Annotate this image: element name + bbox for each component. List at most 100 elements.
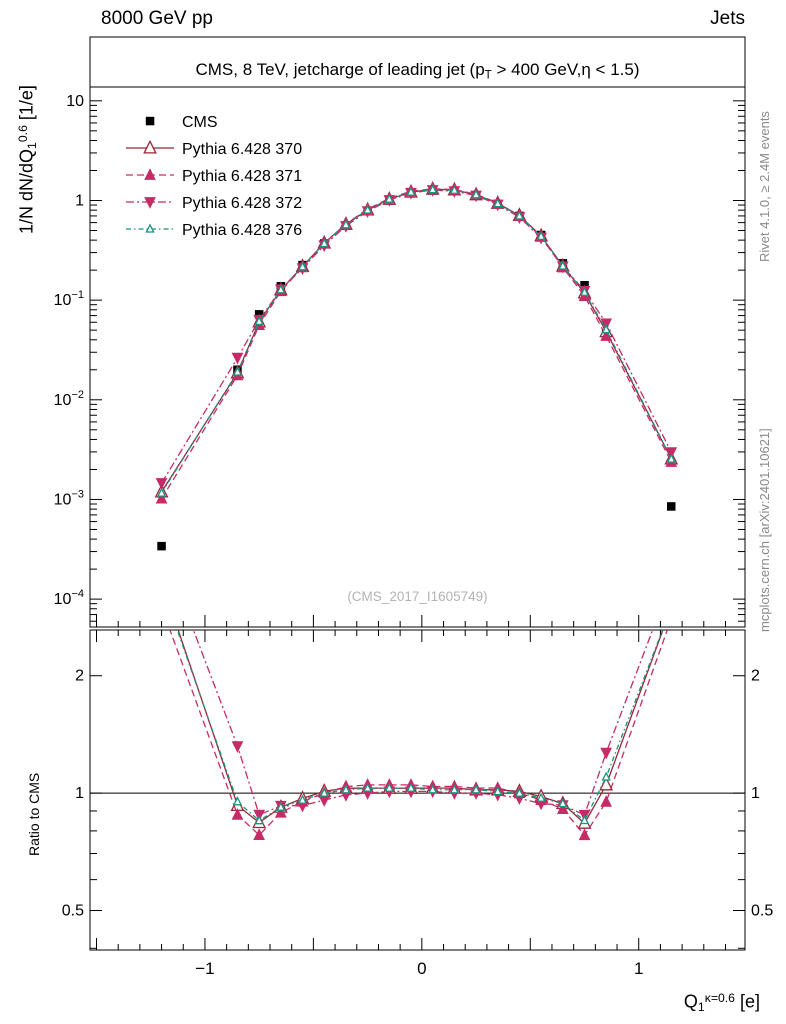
legend-label: CMS bbox=[182, 114, 218, 131]
data-point-marker bbox=[578, 828, 591, 841]
data-point-marker bbox=[514, 787, 525, 797]
legend-label: Pythia 6.428 372 bbox=[182, 195, 302, 212]
y-axis-label-superscript: 0.6 bbox=[16, 125, 30, 143]
data-point-marker bbox=[318, 795, 331, 807]
ratio-y-tick-label-left: 1 bbox=[75, 785, 84, 802]
data-point-marker bbox=[144, 168, 156, 180]
data-point-marker bbox=[155, 478, 168, 490]
data-point-marker bbox=[144, 197, 156, 209]
main-y-tick-label: 10−1 bbox=[54, 289, 84, 309]
data-point-marker bbox=[428, 784, 438, 794]
data-point-marker bbox=[341, 784, 351, 794]
data-point-marker bbox=[145, 223, 155, 233]
mcplots-credit-note: mcplots.cern.ch [arXiv:2401.10621] bbox=[757, 428, 772, 632]
beam-energy-label: 8000 GeV pp bbox=[101, 8, 213, 29]
series-cms bbox=[157, 186, 676, 551]
ratio-y-tick-label-right: 2 bbox=[751, 668, 760, 685]
main-y-tick-label: 1 bbox=[75, 192, 84, 209]
data-point-marker bbox=[143, 139, 157, 154]
plot-title-subscript: T bbox=[484, 69, 492, 82]
x-axis-label-units: [e] bbox=[734, 991, 760, 1012]
data-point-marker bbox=[601, 324, 611, 334]
data-point-marker bbox=[232, 366, 243, 376]
data-point-marker bbox=[579, 814, 590, 825]
data-point-marker bbox=[231, 808, 244, 820]
data-point-marker bbox=[406, 186, 416, 196]
analysis-id-watermark: (CMS_2017_I1605749) bbox=[347, 589, 488, 604]
data-point-marker bbox=[384, 193, 394, 203]
data-point-marker bbox=[558, 260, 568, 270]
data-point-marker bbox=[319, 237, 329, 248]
data-point-marker bbox=[319, 787, 329, 797]
data-point-marker bbox=[665, 576, 677, 588]
legend-label: Pythia 6.428 370 bbox=[182, 141, 302, 158]
data-point-marker bbox=[449, 784, 459, 794]
data-point-marker bbox=[341, 219, 351, 229]
data-point-marker bbox=[601, 771, 611, 781]
data-point-marker bbox=[254, 815, 264, 825]
data-point-marker bbox=[600, 329, 612, 341]
x-axis-label: Q1κ=0.6 [e] bbox=[684, 991, 760, 1014]
data-point-marker bbox=[231, 352, 244, 365]
main-y-axis-label: 1/N dN/dQ10.6 [1/e] bbox=[16, 85, 39, 234]
y-axis-label-text: 1/N dN/dQ bbox=[16, 148, 37, 234]
series-line-ratio bbox=[192, 630, 654, 816]
y-axis-label-subscript: 1 bbox=[25, 142, 40, 149]
plot-title-suffix: > 400 GeV,η < 1.5) bbox=[491, 60, 640, 79]
data-point-marker bbox=[155, 491, 168, 504]
data-point-marker bbox=[471, 189, 481, 199]
main-y-tick-label: 10−2 bbox=[54, 389, 84, 409]
main-y-tick-label: 10 bbox=[66, 93, 84, 110]
series-line-ratio bbox=[176, 630, 664, 822]
x-axis-label-superscript: κ=0.6 bbox=[704, 991, 735, 1005]
ratio-y-tick-label-right: 1 bbox=[751, 785, 760, 802]
data-point-marker bbox=[232, 796, 243, 806]
x-tick-label: 1 bbox=[634, 959, 643, 978]
data-point-marker bbox=[384, 782, 394, 792]
main-y-tick-label: 10−4 bbox=[54, 588, 84, 608]
data-point-marker bbox=[362, 204, 373, 214]
data-point-marker bbox=[579, 286, 590, 296]
ratio-panel-frame bbox=[89, 629, 746, 951]
data-point-marker bbox=[362, 782, 373, 792]
data-point-marker bbox=[158, 581, 165, 588]
legend: CMS Pythia 6.428 370 Pythia 6.428 371 Pythi… bbox=[126, 114, 302, 239]
data-point-marker bbox=[667, 502, 676, 511]
data-point-marker bbox=[665, 612, 677, 624]
data-point-marker bbox=[157, 541, 166, 551]
data-point-marker bbox=[297, 794, 308, 804]
series-pythia-370 bbox=[154, 180, 679, 829]
series-line-main bbox=[161, 188, 672, 494]
data-point-marker bbox=[514, 210, 525, 220]
ratio-y-tick-label-right: 0.5 bbox=[751, 903, 773, 920]
data-point-marker bbox=[156, 574, 168, 586]
data-point-marker bbox=[493, 785, 503, 796]
x-tick-label: −1 bbox=[195, 959, 214, 978]
data-point-marker bbox=[600, 747, 612, 760]
y-axis-label-units: [1/e] bbox=[16, 85, 37, 126]
data-point-marker bbox=[253, 828, 265, 840]
data-point-marker bbox=[297, 261, 308, 271]
data-point-marker bbox=[428, 184, 438, 194]
data-point-marker bbox=[493, 198, 503, 208]
data-point-marker bbox=[406, 782, 416, 792]
data-point-marker bbox=[471, 784, 481, 794]
x-axis-label-text: Q bbox=[683, 991, 698, 1012]
data-point-marker bbox=[558, 797, 568, 808]
data-point-marker bbox=[536, 230, 546, 240]
legend-label: Pythia 6.428 371 bbox=[182, 168, 302, 185]
x-tick-label: 0 bbox=[417, 959, 426, 978]
plot-title-text: CMS, 8 TeV, jetcharge of leading jet (p bbox=[195, 60, 485, 79]
data-point-marker bbox=[276, 284, 286, 294]
title-box bbox=[89, 36, 746, 88]
main-y-tick-label: 10−3 bbox=[54, 488, 84, 508]
legend-label: Pythia 6.428 376 bbox=[182, 222, 302, 239]
data-point-marker bbox=[666, 453, 676, 463]
plot-title: CMS, 8 TeV, jetcharge of leading jet (pT… bbox=[92, 60, 743, 81]
data-point-marker bbox=[156, 487, 167, 497]
x-axis-label-subscript: 1 bbox=[697, 1000, 705, 1015]
data-point-marker bbox=[145, 116, 155, 126]
data-point-marker bbox=[665, 447, 678, 459]
